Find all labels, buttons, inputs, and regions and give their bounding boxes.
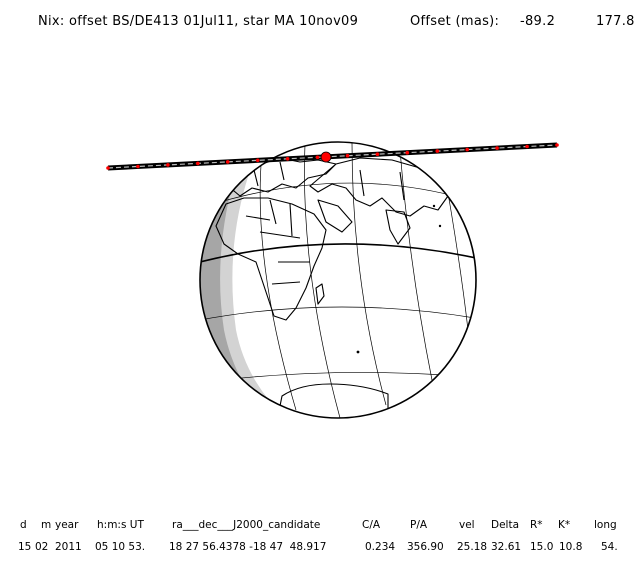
col-header-day: d bbox=[20, 519, 27, 531]
value-time: 05 10 53. bbox=[95, 541, 146, 553]
closest-approach-marker bbox=[320, 151, 332, 163]
col-header-time: h:m:s UT bbox=[97, 519, 144, 531]
track-time-dot bbox=[555, 143, 559, 147]
value-radec: 18 27 56.4378 -18 47 48.917 bbox=[169, 541, 327, 553]
value-vel: 25.18 bbox=[457, 541, 488, 553]
graticule-parallels bbox=[200, 182, 476, 381]
track-time-dot bbox=[225, 160, 230, 164]
value-pa: 356.90 bbox=[407, 541, 444, 553]
col-header-month: m bbox=[41, 519, 52, 531]
value-kstar: 10.8 bbox=[559, 541, 583, 553]
track-time-dots bbox=[106, 143, 559, 170]
track-time-dot bbox=[345, 153, 350, 158]
value-year: 2011 bbox=[55, 541, 82, 553]
track-time-dot bbox=[106, 166, 110, 170]
offset-value-ra: -89.2 bbox=[520, 14, 556, 29]
col-header-radec: ra___dec___J2000_candidate bbox=[172, 519, 321, 531]
value-delta: 32.61 bbox=[491, 541, 522, 553]
col-header-rstar: R* bbox=[530, 519, 543, 531]
value-long: 54. bbox=[601, 541, 618, 553]
value-month: 02 bbox=[35, 541, 49, 553]
col-header-long: long bbox=[594, 519, 617, 531]
plot-title: Nix: offset BS/DE413 01Jul11, star MA 10… bbox=[38, 14, 359, 29]
track-time-dot bbox=[525, 144, 529, 149]
islands bbox=[356, 204, 442, 354]
track-time-dot bbox=[285, 157, 290, 161]
track-time-dot bbox=[315, 155, 320, 160]
track-time-dot bbox=[255, 158, 260, 163]
col-header-kstar: K* bbox=[558, 519, 571, 531]
col-header-year: year bbox=[55, 519, 79, 531]
globe-outline bbox=[199, 141, 477, 419]
graticule-meridians bbox=[259, 142, 469, 418]
offset-value-dec: 177.8 bbox=[596, 14, 635, 29]
offset-label: Offset (mas): bbox=[410, 14, 500, 29]
track-time-dot bbox=[495, 146, 499, 150]
track-time-dot bbox=[136, 164, 140, 169]
value-rstar: 15.0 bbox=[530, 541, 554, 553]
col-header-vel: vel bbox=[459, 519, 475, 531]
track-time-dot bbox=[196, 161, 200, 166]
track-time-dot bbox=[405, 150, 410, 155]
col-header-ca: C/A bbox=[362, 519, 381, 531]
track-time-dot bbox=[465, 147, 470, 152]
track-time-dot bbox=[375, 152, 380, 156]
value-ca: 0.234 bbox=[365, 541, 396, 553]
col-header-pa: P/A bbox=[410, 519, 428, 531]
shadow-track bbox=[107, 142, 558, 171]
track-time-dot bbox=[435, 149, 440, 153]
equator-line bbox=[200, 243, 476, 263]
value-day: 15 bbox=[18, 541, 32, 553]
track-time-dot bbox=[166, 163, 170, 167]
globe-disk bbox=[200, 142, 476, 418]
col-header-delta: Delta bbox=[491, 519, 520, 531]
